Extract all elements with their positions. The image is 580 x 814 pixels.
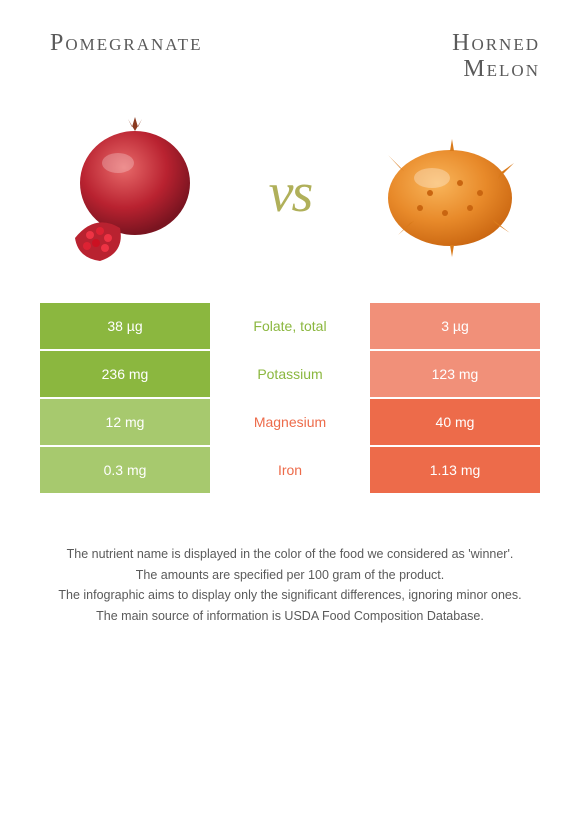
right-value: 3 µg: [370, 303, 540, 349]
right-value: 40 mg: [370, 399, 540, 445]
comparison-table: 38 µgFolate, total3 µg236 mgPotassium123…: [40, 303, 540, 495]
left-title: Pomegranate: [40, 30, 295, 83]
footnote-line: The main source of information is USDA F…: [40, 607, 540, 626]
nutrient-name: Magnesium: [210, 399, 370, 445]
header: Pomegranate HornedMelon: [0, 0, 580, 93]
footnote-line: The amounts are specified per 100 gram o…: [40, 566, 540, 585]
footnote-line: The infographic aims to display only the…: [40, 586, 540, 605]
right-title: HornedMelon: [295, 30, 540, 83]
nutrient-name: Iron: [210, 447, 370, 493]
footnote-line: The nutrient name is displayed in the co…: [40, 545, 540, 564]
left-value: 12 mg: [40, 399, 210, 445]
nutrient-name: Folate, total: [210, 303, 370, 349]
table-row: 38 µgFolate, total3 µg: [40, 303, 540, 351]
right-value: 123 mg: [370, 351, 540, 397]
nutrient-name: Potassium: [210, 351, 370, 397]
table-row: 0.3 mgIron1.13 mg: [40, 447, 540, 495]
vs-label: vs: [269, 161, 312, 225]
left-value: 236 mg: [40, 351, 210, 397]
table-row: 236 mgPotassium123 mg: [40, 351, 540, 399]
left-value: 38 µg: [40, 303, 210, 349]
footnotes: The nutrient name is displayed in the co…: [0, 495, 580, 626]
left-value: 0.3 mg: [40, 447, 210, 493]
table-row: 12 mgMagnesium40 mg: [40, 399, 540, 447]
pomegranate-icon: [50, 113, 210, 273]
images-row: vs: [0, 93, 580, 303]
horned-melon-icon: [370, 113, 530, 273]
right-value: 1.13 mg: [370, 447, 540, 493]
